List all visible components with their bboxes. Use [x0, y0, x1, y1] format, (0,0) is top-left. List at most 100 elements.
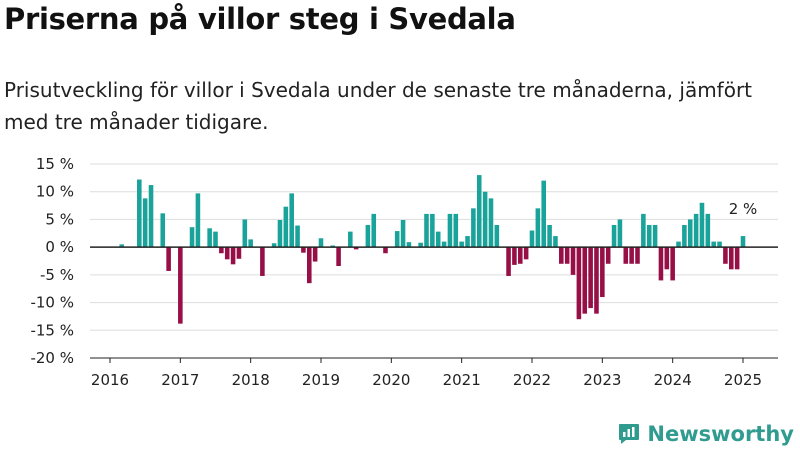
- y-tick-label: 5 %: [45, 210, 74, 228]
- bar: [441, 241, 447, 248]
- bar: [430, 213, 435, 248]
- bar: [512, 247, 517, 265]
- bar: [547, 224, 552, 248]
- bar: [588, 247, 593, 309]
- bar: [400, 219, 406, 248]
- bar: [306, 247, 312, 284]
- bar: [611, 224, 617, 248]
- bar: [224, 247, 230, 260]
- y-tick-label: -15 %: [30, 321, 74, 339]
- bar: [189, 227, 195, 248]
- bar: [488, 198, 494, 248]
- bar: [318, 238, 324, 248]
- bar: [348, 231, 353, 248]
- chart-title: Priserna på villor steg i Svedala: [4, 2, 516, 36]
- bar: [682, 224, 687, 248]
- x-tick-label: 2017: [161, 371, 199, 389]
- x-tick-label: 2018: [232, 371, 270, 389]
- bar: [166, 247, 171, 271]
- bar: [617, 219, 623, 248]
- bar: [728, 247, 734, 270]
- brand-name: Newsworthy: [647, 422, 794, 446]
- bar: [219, 247, 224, 254]
- bar: [570, 247, 576, 275]
- bar: [506, 247, 511, 276]
- bar: [312, 247, 318, 262]
- bar: [236, 247, 242, 259]
- chart-subtitle: Prisutveckling för villor i Svedala unde…: [4, 78, 753, 134]
- bar: [465, 236, 470, 248]
- bar: [277, 219, 283, 248]
- bar: [330, 245, 336, 248]
- bar: [260, 247, 265, 276]
- bar: [564, 247, 570, 264]
- bar: [394, 231, 400, 248]
- bar: [740, 236, 746, 248]
- bar: [635, 247, 640, 264]
- y-tick-label: 15 %: [36, 155, 74, 173]
- bar: [482, 191, 488, 248]
- bar: [383, 247, 388, 254]
- bar: [371, 213, 377, 248]
- bar: [705, 213, 711, 248]
- bar-chart-logo-icon: [619, 424, 640, 444]
- x-tick-label: 2019: [302, 371, 340, 389]
- bar: [289, 193, 294, 248]
- bar: [459, 241, 464, 248]
- x-tick-label: 2016: [91, 371, 129, 389]
- bar: [723, 247, 728, 264]
- bar: [629, 247, 634, 264]
- bar: [535, 208, 541, 248]
- bar: [494, 224, 500, 248]
- bar: [230, 247, 236, 265]
- bar: [424, 213, 429, 248]
- y-tick-label: -10 %: [30, 294, 74, 312]
- bar: [178, 247, 183, 324]
- bar: [641, 213, 646, 248]
- bar: [523, 247, 529, 260]
- bar: [576, 247, 582, 320]
- x-tick-label: 2024: [654, 371, 692, 389]
- bar: [582, 247, 588, 314]
- bar: [406, 242, 412, 248]
- bar: [301, 247, 306, 253]
- bar: [529, 230, 535, 248]
- bar: [559, 247, 564, 264]
- bar: [242, 219, 248, 248]
- x-tick-label: 2021: [443, 371, 481, 389]
- bar: [687, 219, 693, 248]
- bar: [447, 213, 453, 248]
- bar: [365, 224, 371, 248]
- x-tick-label: 2022: [513, 371, 551, 389]
- bar: [717, 241, 722, 248]
- bar: [711, 241, 716, 248]
- bar: [541, 180, 547, 248]
- x-tick-label: 2025: [724, 371, 762, 389]
- bar: [693, 213, 699, 248]
- bar: [271, 243, 277, 248]
- bar: [160, 213, 166, 248]
- bar: [664, 247, 670, 270]
- bar: [295, 225, 300, 248]
- bar: [646, 224, 652, 248]
- bar: [148, 185, 154, 248]
- bar: [605, 247, 611, 264]
- bar: [213, 231, 218, 248]
- bar: [283, 206, 289, 248]
- bar: [137, 179, 142, 248]
- y-tick-label: 10 %: [36, 183, 74, 201]
- bar: [600, 247, 605, 298]
- bar: [142, 198, 148, 248]
- newsworthy-logo: Newsworthy: [617, 422, 794, 446]
- bar: [471, 208, 476, 248]
- bar: [623, 247, 629, 264]
- bar: [517, 247, 523, 264]
- bar: [195, 193, 201, 248]
- bar: [207, 228, 212, 248]
- bar: [336, 247, 341, 266]
- bar: [658, 247, 664, 281]
- bar: [435, 231, 441, 248]
- bar: [699, 202, 705, 248]
- bar: [676, 241, 681, 248]
